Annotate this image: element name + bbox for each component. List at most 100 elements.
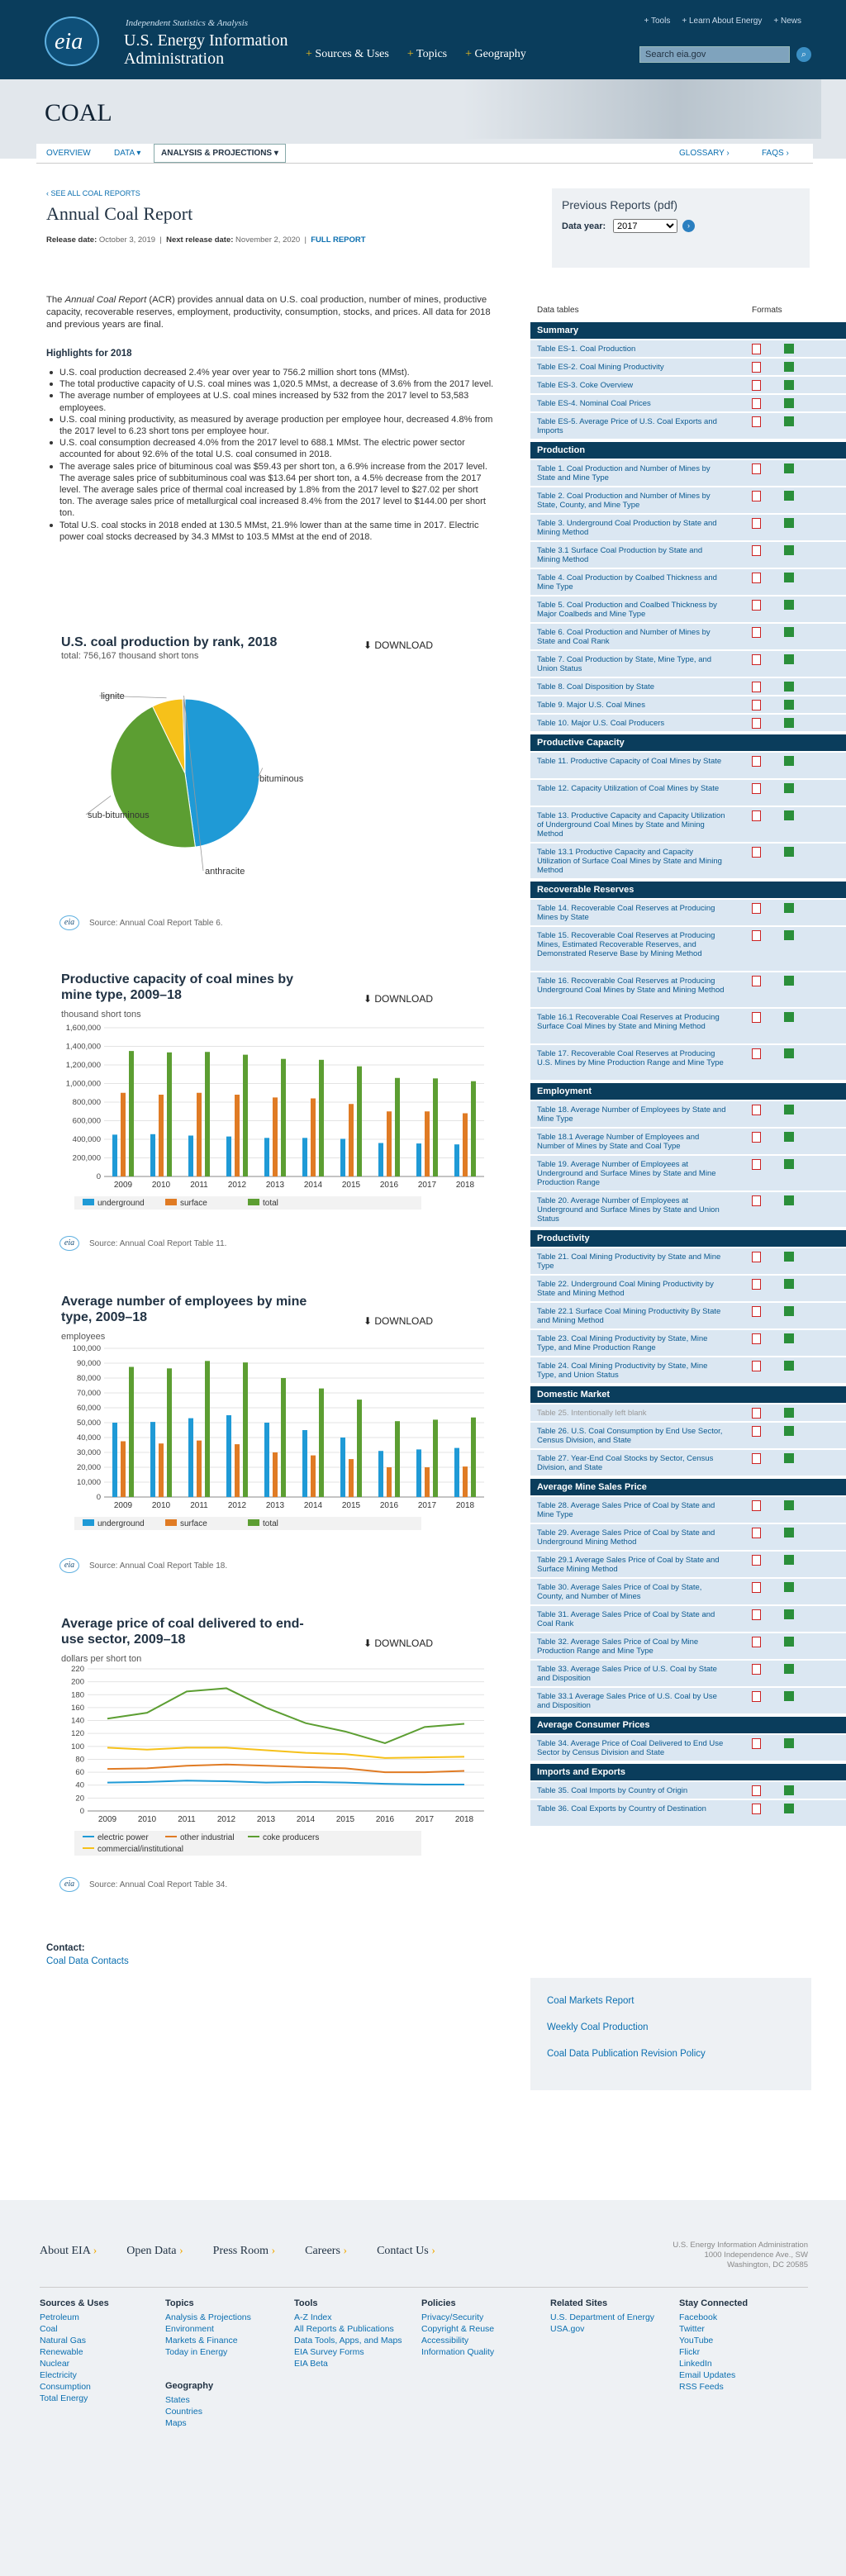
search-input[interactable]: Search eia.gov: [639, 46, 790, 63]
pdf-icon[interactable]: [752, 810, 761, 821]
sidebar-table-row[interactable]: Table 11. Productive Capacity of Coal Mi…: [530, 753, 846, 779]
sidebar-table-row[interactable]: Table 16.1 Recoverable Coal Reserves at …: [530, 1009, 846, 1044]
footer-contact[interactable]: Contact Us: [377, 2245, 435, 2258]
excel-icon[interactable]: [784, 1426, 794, 1436]
sidebar-table-row[interactable]: Table ES-1. Coal Production: [530, 340, 846, 358]
excel-icon[interactable]: [784, 1333, 794, 1343]
excel-icon[interactable]: [784, 1804, 794, 1813]
pdf-icon[interactable]: [752, 654, 761, 665]
table-link[interactable]: Table 30. Average Sales Price of Coal by…: [537, 1583, 702, 1601]
subnav-analysis[interactable]: ANALYSIS & PROJECTIONS ▾: [154, 144, 286, 163]
sidebar-table-row[interactable]: Table 30. Average Sales Price of Coal by…: [530, 1579, 846, 1605]
table-link[interactable]: Table 29. Average Sales Price of Coal by…: [537, 1528, 715, 1547]
footer-link[interactable]: YouTube: [679, 2336, 714, 2345]
sidebar-table-row[interactable]: Table 36. Coal Exports by Country of Des…: [530, 1800, 846, 1827]
excel-icon[interactable]: [784, 930, 794, 940]
excel-icon[interactable]: [784, 1738, 794, 1748]
table-link[interactable]: Table 33.1 Average Sales Price of U.S. C…: [537, 1692, 717, 1710]
pdf-icon[interactable]: [752, 463, 761, 474]
pdf-icon[interactable]: [752, 1048, 761, 1059]
excel-icon[interactable]: [784, 627, 794, 637]
footer-link[interactable]: Nuclear: [40, 2359, 70, 2369]
excel-icon[interactable]: [784, 1637, 794, 1647]
footer-link[interactable]: U.S. Department of Energy: [550, 2312, 655, 2322]
subnav-overview[interactable]: OVERVIEW: [46, 149, 91, 158]
pdf-icon[interactable]: [752, 682, 761, 692]
footer-link[interactable]: Copyright & Reuse: [421, 2324, 495, 2334]
sidebar-table-row[interactable]: Table ES-5. Average Price of U.S. Coal E…: [530, 413, 846, 440]
excel-icon[interactable]: [784, 1664, 794, 1674]
sidebar-table-row[interactable]: Table 23. Coal Mining Productivity by St…: [530, 1330, 846, 1357]
pdf-icon[interactable]: [752, 1252, 761, 1262]
table-link[interactable]: Table 21. Coal Mining Productivity by St…: [537, 1252, 721, 1271]
table-link[interactable]: Table 26. U.S. Coal Consumption by End U…: [537, 1427, 723, 1445]
footer-link[interactable]: RSS Feeds: [679, 2382, 724, 2392]
sidebar-table-row[interactable]: Table 22.1 Surface Coal Mining Productiv…: [530, 1303, 846, 1329]
pdf-icon[interactable]: [752, 1306, 761, 1317]
pdf-icon[interactable]: [752, 930, 761, 941]
sidebar-table-row[interactable]: Table 26. U.S. Coal Consumption by End U…: [530, 1423, 846, 1449]
sidebar-table-row[interactable]: Table 10. Major U.S. Coal Producers: [530, 715, 846, 732]
sidebar-table-row[interactable]: Table 33. Average Sales Price of U.S. Co…: [530, 1661, 846, 1687]
footer-link[interactable]: Facebook: [679, 2312, 718, 2322]
pdf-icon[interactable]: [752, 518, 761, 529]
excel-icon[interactable]: [784, 1785, 794, 1795]
pdf-icon[interactable]: [752, 903, 761, 914]
pdf-icon[interactable]: [752, 627, 761, 638]
full-report-link[interactable]: FULL REPORT: [311, 235, 366, 245]
table-link[interactable]: Table 13. Productive Capacity and Capaci…: [537, 811, 725, 839]
link-weekly-production[interactable]: Weekly Coal Production: [547, 2022, 649, 2032]
excel-icon[interactable]: [784, 1132, 794, 1142]
pdf-icon[interactable]: [752, 700, 761, 711]
chart2-download-button[interactable]: DOWNLOAD: [364, 993, 433, 1005]
pdf-icon[interactable]: [752, 1195, 761, 1206]
table-link[interactable]: Table 16. Recoverable Coal Reserves at P…: [537, 977, 725, 995]
sidebar-table-row[interactable]: Table 1. Coal Production and Number of M…: [530, 460, 846, 487]
pdf-icon[interactable]: [752, 1426, 761, 1437]
pdf-icon[interactable]: [752, 1637, 761, 1647]
excel-icon[interactable]: [784, 1159, 794, 1169]
pdf-icon[interactable]: [752, 380, 761, 391]
pdf-icon[interactable]: [752, 1453, 761, 1464]
sidebar-table-row[interactable]: Table 8. Coal Disposition by State: [530, 678, 846, 696]
pdf-icon[interactable]: [752, 491, 761, 501]
table-link[interactable]: Table 20. Average Number of Employees at…: [537, 1196, 720, 1224]
table-link[interactable]: Table 9. Major U.S. Coal Mines: [537, 701, 645, 710]
excel-icon[interactable]: [784, 573, 794, 582]
table-link[interactable]: Table 11. Productive Capacity of Coal Mi…: [537, 757, 722, 766]
footer-link[interactable]: A-Z Index: [294, 2312, 332, 2322]
contact-link[interactable]: Coal Data Contacts: [46, 1956, 129, 1966]
table-link[interactable]: Table 28. Average Sales Price of Coal by…: [537, 1501, 715, 1519]
sidebar-table-row[interactable]: Table 16. Recoverable Coal Reserves at P…: [530, 972, 846, 1008]
nav-sources-uses[interactable]: Sources & Uses: [306, 48, 388, 61]
sidebar-table-row[interactable]: Table 22. Underground Coal Mining Produc…: [530, 1276, 846, 1302]
table-link[interactable]: Table 2. Coal Production and Number of M…: [537, 492, 711, 510]
footer-careers[interactable]: Careers: [305, 2245, 347, 2258]
sidebar-table-row[interactable]: Table 9. Major U.S. Coal Mines: [530, 696, 846, 714]
excel-icon[interactable]: [784, 491, 794, 501]
chart3-download-button[interactable]: DOWNLOAD: [364, 1315, 433, 1327]
pdf-icon[interactable]: [752, 783, 761, 794]
excel-icon[interactable]: [784, 1252, 794, 1262]
pdf-icon[interactable]: [752, 1582, 761, 1593]
footer-link[interactable]: Countries: [165, 2407, 202, 2417]
excel-icon[interactable]: [784, 654, 794, 664]
pdf-icon[interactable]: [752, 1804, 761, 1814]
sidebar-table-row[interactable]: Table 31. Average Sales Price of Coal by…: [530, 1606, 846, 1633]
table-link[interactable]: Table 22. Underground Coal Mining Produc…: [537, 1280, 714, 1298]
excel-icon[interactable]: [784, 1582, 794, 1592]
excel-icon[interactable]: [784, 600, 794, 610]
footer-link[interactable]: USA.gov: [550, 2324, 585, 2334]
pdf-icon[interactable]: [752, 1408, 761, 1419]
excel-icon[interactable]: [784, 976, 794, 986]
nav-topics[interactable]: Topics: [407, 48, 447, 61]
sidebar-table-row[interactable]: Table 29. Average Sales Price of Coal by…: [530, 1524, 846, 1551]
excel-icon[interactable]: [784, 1195, 794, 1205]
excel-icon[interactable]: [784, 1105, 794, 1115]
subnav-faqs[interactable]: FAQS ›: [762, 149, 789, 158]
sidebar-table-row[interactable]: Table 28. Average Sales Price of Coal by…: [530, 1497, 846, 1523]
pdf-icon[interactable]: [752, 976, 761, 986]
pdf-icon[interactable]: [752, 847, 761, 858]
footer-press-room[interactable]: Press Room: [213, 2245, 275, 2258]
table-link[interactable]: Table 10. Major U.S. Coal Producers: [537, 719, 665, 728]
